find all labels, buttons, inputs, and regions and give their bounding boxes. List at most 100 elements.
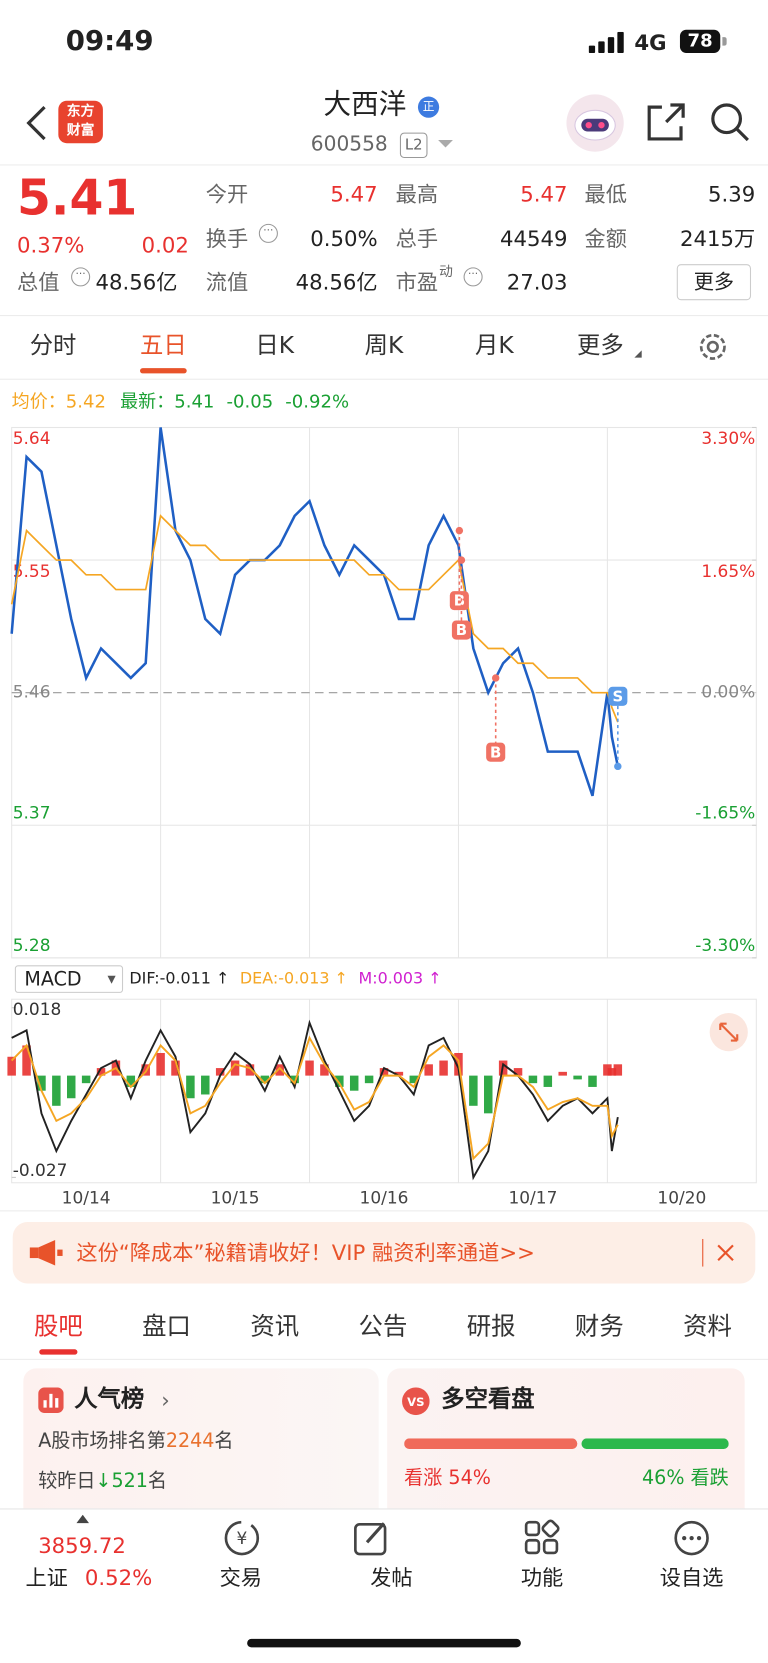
content-tab[interactable]: 财务 (574, 1313, 624, 1341)
y-tick-label: 5.55 (13, 562, 51, 582)
chevron: › (161, 1387, 170, 1413)
legend-value: -0.92% (285, 391, 350, 413)
series-line (11, 1019, 619, 1181)
index-value: 3859.72 (38, 1532, 126, 1559)
y-tick-label: -0.027 (13, 1161, 68, 1181)
divider (0, 315, 768, 317)
bull-pct: 54% (448, 1467, 491, 1490)
macd-bar (439, 1060, 448, 1076)
y-tick-label: 0.018 (13, 1000, 62, 1020)
x-tick-label: 10/14 (62, 1189, 111, 1209)
info-icon[interactable]: ··· (258, 223, 278, 243)
promo-banner[interactable]: 这份“降成本”秘籍请收好！VIP 融资利率通道>> (12, 1222, 756, 1284)
trade-icon[interactable]: ¥ (223, 1519, 261, 1557)
marker-label: B (454, 592, 465, 610)
content-tab[interactable]: 盘口 (142, 1313, 191, 1341)
rank-line: A股市场排名第2244名 (38, 1432, 233, 1451)
period-tab[interactable]: 周K (364, 333, 404, 360)
macd-bar (573, 1075, 582, 1080)
nav-label[interactable]: 发帖 (370, 1564, 413, 1591)
sentiment-label: 看涨 54% (404, 1469, 491, 1488)
chart-legend: 均价：5.42 最新：5.41 -0.05 -0.92% (12, 391, 350, 413)
legend-value: -0.05 (226, 391, 274, 413)
dropdown-icon[interactable] (438, 140, 453, 148)
macd-bar (335, 1075, 344, 1087)
macd-bar (230, 1060, 240, 1076)
macd-bar (484, 1075, 493, 1114)
content-tab[interactable]: 公告 (358, 1313, 408, 1341)
indicator-select[interactable]: MACD ▼ (14, 965, 124, 993)
text: 名 (214, 1429, 234, 1453)
period-tab[interactable]: 更多 (577, 333, 624, 360)
field-value: 0.50% (310, 225, 378, 252)
field-label: 总手 (395, 225, 439, 252)
text: 名 (147, 1470, 168, 1493)
popularity-card[interactable]: 人气榜 › A股市场排名第2244名 较昨日↓521名 (23, 1368, 379, 1509)
search-button[interactable] (709, 101, 751, 143)
macd-bar (424, 1064, 433, 1076)
nav-label[interactable]: 设自选 (659, 1564, 724, 1591)
y-tick-label: 5.37 (13, 804, 51, 824)
field-label: 流值 (205, 269, 249, 295)
home-indicator (247, 1638, 521, 1648)
nav-label[interactable]: 交易 (219, 1564, 263, 1591)
field-label: 今开 (205, 181, 249, 207)
info-icon[interactable]: ··· (463, 267, 483, 287)
content-tab[interactable]: 资讯 (250, 1313, 300, 1341)
banner-text: 这份“降成本”秘籍请收好！VIP 融资利率通道>> (76, 1240, 535, 1266)
function-icon[interactable] (523, 1519, 561, 1557)
macd-bar (96, 1068, 106, 1076)
legend-entry: M:0.003 ↑ (358, 968, 442, 988)
period-tab[interactable]: 日K (255, 333, 295, 360)
back-button[interactable] (23, 104, 51, 142)
svg-text:VS: VS (407, 1395, 424, 1409)
legend-entry: DEA:-0.013 ↑ (239, 968, 348, 988)
trade-point (455, 526, 464, 535)
x-tick-label: 10/16 (360, 1189, 409, 1209)
down-arrow: ↓ (95, 1470, 112, 1493)
macd-bar (607, 1068, 617, 1076)
card-title: 人气榜 (74, 1386, 145, 1413)
stock-name: 大西洋 (323, 89, 407, 121)
bull-bar (404, 1438, 578, 1450)
macd-bar (558, 1071, 567, 1076)
divider (0, 378, 768, 380)
close-button[interactable] (717, 1244, 734, 1261)
watchlist-icon[interactable] (673, 1519, 711, 1557)
text: 看涨 (404, 1467, 443, 1490)
period-tab[interactable]: 月K (474, 333, 514, 360)
tab-underline (39, 1349, 78, 1355)
content-tab[interactable]: 股吧 (33, 1313, 83, 1341)
more-button[interactable]: 更多 (676, 264, 752, 301)
legend-value: 5.41 (174, 391, 215, 413)
legend-label: 最新： (120, 391, 175, 413)
divider (0, 1358, 768, 1360)
price: 5.41 (16, 168, 138, 226)
field-label: 最低 (584, 181, 627, 207)
sentiment-card[interactable]: VS 多空看盘 看涨 54% 46% 看跌 (387, 1368, 745, 1509)
content-tab[interactable]: 研报 (466, 1313, 516, 1341)
share-button[interactable] (645, 101, 687, 143)
trade-point (491, 674, 500, 682)
content-tab[interactable]: 资料 (683, 1313, 732, 1341)
marker-badge (451, 620, 471, 640)
plot-frame (11, 998, 757, 1184)
y2-tick-label: 3.30% (701, 429, 755, 449)
post-icon[interactable] (352, 1519, 390, 1557)
settings-button[interactable] (697, 331, 729, 363)
network: 4G (634, 29, 667, 56)
app-logo[interactable]: 东方 财富 (58, 100, 103, 144)
trade-point (457, 556, 466, 564)
macd-bar (66, 1075, 76, 1099)
avatar[interactable] (565, 93, 624, 152)
expand-button[interactable] (709, 1012, 749, 1052)
period-tab[interactable]: 五日 (140, 333, 187, 360)
logo-text: 东方 (66, 103, 95, 120)
info-icon[interactable]: ··· (71, 267, 91, 287)
period-tab[interactable]: 分时 (29, 333, 77, 360)
nav-label[interactable]: 功能 (520, 1564, 564, 1591)
battery-tip (722, 37, 727, 46)
field-value: 5.47 (330, 181, 378, 207)
status-time: 09:49 (65, 25, 154, 58)
